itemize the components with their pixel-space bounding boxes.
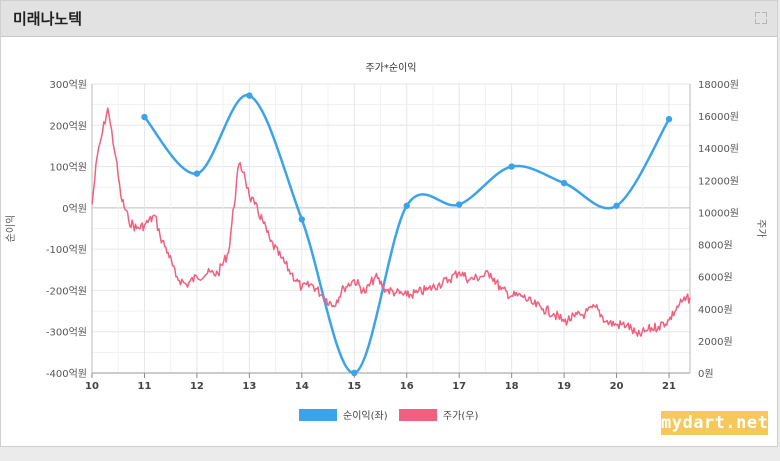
data-point [560, 179, 568, 187]
data-point [455, 201, 463, 208]
x-tick-label: 18 [505, 381, 519, 392]
legend-label: 순이익(좌) [343, 410, 388, 422]
x-tick-label: 14 [295, 381, 309, 392]
data-point [193, 170, 201, 177]
y-left-axis-label: 순이익 [5, 215, 17, 243]
data-point [403, 202, 410, 209]
data-point [613, 202, 620, 209]
y-right-tick-label: 12000원 [698, 175, 739, 187]
data-point [246, 92, 253, 99]
y-left-tick-label: 100억원 [50, 162, 88, 174]
y-right-tick-label: 16000원 [698, 111, 739, 123]
y-left-tick-label: -100억원 [46, 244, 87, 256]
y-left-tick-label: -400억원 [46, 368, 87, 380]
x-tick-label: 15 [347, 381, 361, 392]
panel-title: 미래나노텍 [13, 10, 83, 28]
y-left-tick-label: -200억원 [46, 285, 87, 297]
x-tick-label: 19 [557, 381, 571, 392]
y-left-tick-label: 0억원 [62, 203, 87, 215]
x-tick-label: 12 [190, 381, 204, 392]
series-line [91, 107, 691, 337]
watermark: mydart.net [661, 411, 769, 435]
chart: 주가*순이익 -400억원 -300억원 -200억원 -100억원 0억원 100억원 20… [5, 62, 767, 422]
expand-icon[interactable] [755, 12, 767, 24]
x-tick-label: 13 [242, 381, 256, 392]
y-right-tick-label: 6000원 [698, 272, 733, 284]
y-right-tick-label: 8000원 [698, 240, 733, 252]
y-right-tick-label: 10000원 [698, 207, 739, 219]
x-tick-label: 20 [610, 381, 624, 392]
data-point [508, 163, 515, 170]
y-right-tick-label: 0원 [698, 368, 714, 380]
x-tick-label: 16 [400, 381, 414, 392]
y-left-tick-label: 300억원 [50, 79, 88, 91]
legend-label: 주가(우) [443, 410, 479, 422]
data-point [298, 216, 306, 223]
y-right-tick-label: 14000원 [698, 143, 739, 155]
series-line [143, 94, 671, 375]
legend-swatch [299, 409, 337, 421]
panel-header: 미래나노텍 [1, 1, 777, 37]
x-tick-label: 17 [452, 381, 466, 392]
chart-title: 주가*순이익 [366, 62, 417, 74]
y-right-tick-label: 18000원 [698, 79, 739, 91]
y-right-tick-label: 2000원 [698, 336, 733, 348]
legend-swatch [399, 409, 437, 421]
data-point [351, 369, 358, 377]
data-point [141, 113, 148, 121]
data-point [665, 115, 673, 123]
x-tick-label: 11 [137, 381, 151, 392]
y-left-tick-label: 200억원 [50, 120, 88, 132]
y-right-tick-label: 4000원 [698, 304, 733, 316]
x-tick-label: 21 [662, 381, 676, 392]
y-right-axis-label: 주가 [755, 219, 767, 237]
x-tick-label: 10 [85, 381, 99, 392]
y-left-tick-label: -300억원 [46, 327, 87, 339]
